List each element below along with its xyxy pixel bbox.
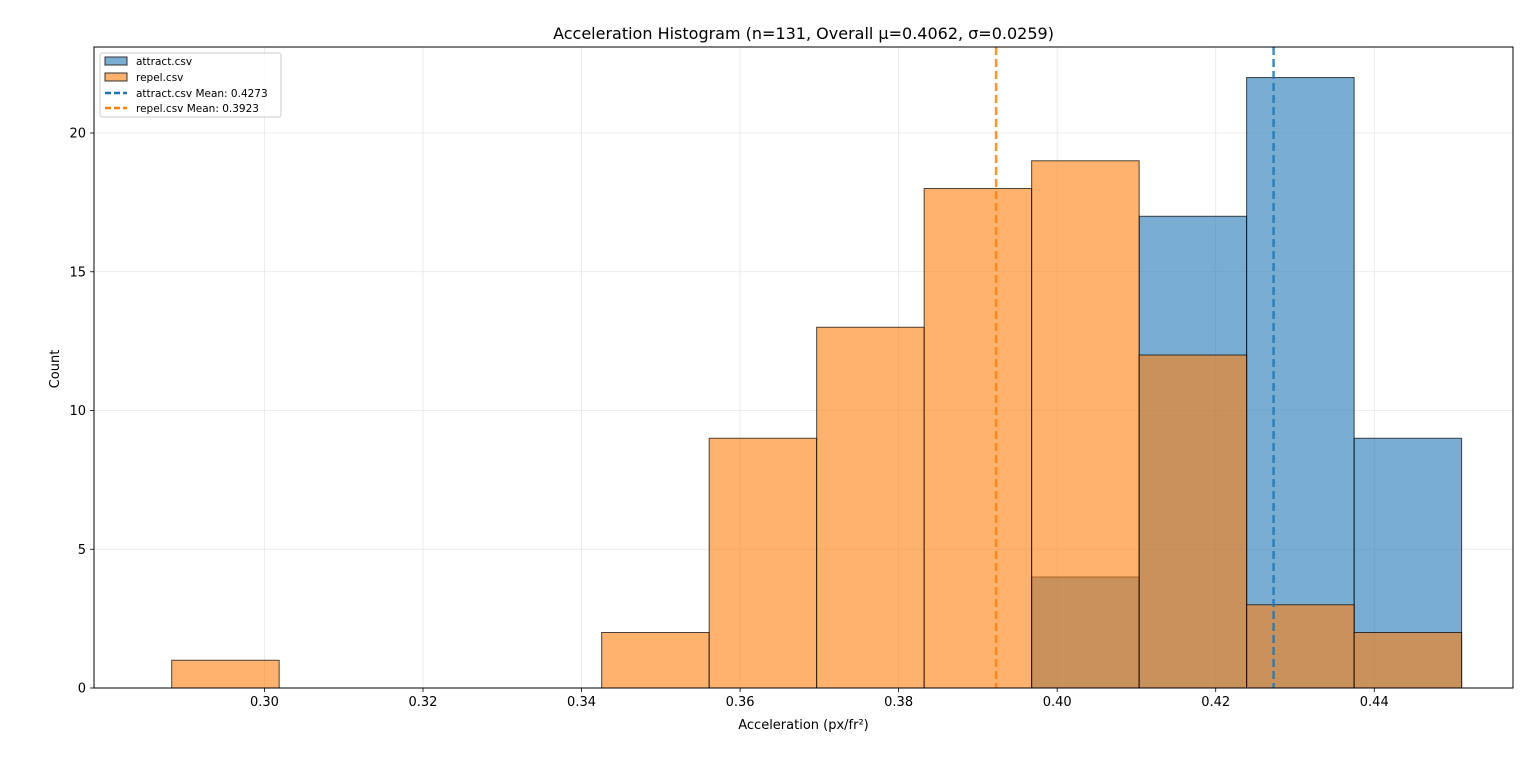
y-tick-label: 15 <box>69 265 86 280</box>
chart-title: Acceleration Histogram (n=131, Overall μ… <box>553 24 1054 43</box>
legend-patch-repel <box>104 72 128 82</box>
bar-repel <box>1031 160 1140 689</box>
bar-repel <box>1246 604 1355 689</box>
bar-repel <box>601 632 710 689</box>
y-tick-label: 0 <box>78 682 86 697</box>
histogram-bars <box>171 77 1463 689</box>
x-tick-label: 0.34 <box>567 695 596 710</box>
x-tick-label: 0.38 <box>884 695 913 710</box>
bar-repel <box>1138 354 1248 689</box>
y-tick-label: 10 <box>69 404 86 419</box>
legend-label-attract-mean: attract.csv Mean: 0.4273 <box>136 88 268 100</box>
bar-repel <box>816 326 925 689</box>
x-tick-label: 0.40 <box>1043 695 1072 710</box>
bar-repel <box>1353 632 1463 689</box>
legend-label-repel: repel.csv <box>136 72 183 84</box>
x-axis-label: Acceleration (px/fr²) <box>738 718 869 733</box>
legend-patch-attract <box>104 56 128 66</box>
bar-repel <box>171 659 280 689</box>
x-tick-label: 0.36 <box>726 695 755 710</box>
axis-ticks: 0.30 0.32 0.34 0.36 0.38 0.40 0.42 0.44 0 5 10 15 20 <box>69 127 1388 710</box>
bar-repel <box>923 188 1033 689</box>
y-tick-label: 20 <box>69 127 86 142</box>
legend: attract.csv repel.csv attract.csv Mean: … <box>99 52 282 118</box>
legend-label-repel-mean: repel.csv Mean: 0.3923 <box>136 103 259 115</box>
plot-frame <box>93 46 1514 689</box>
bar-repel <box>708 437 818 689</box>
mean-lines <box>994 47 1275 688</box>
x-tick-label: 0.30 <box>250 695 279 710</box>
bar-attract <box>1246 77 1355 689</box>
x-tick-label: 0.44 <box>1360 695 1389 710</box>
legend-box <box>99 52 282 118</box>
x-tick-label: 0.32 <box>409 695 438 710</box>
y-tick-label: 5 <box>78 543 86 558</box>
legend-label-attract: attract.csv <box>136 56 192 68</box>
x-tick-label: 0.42 <box>1201 695 1230 710</box>
y-axis-label: Count <box>48 350 63 389</box>
